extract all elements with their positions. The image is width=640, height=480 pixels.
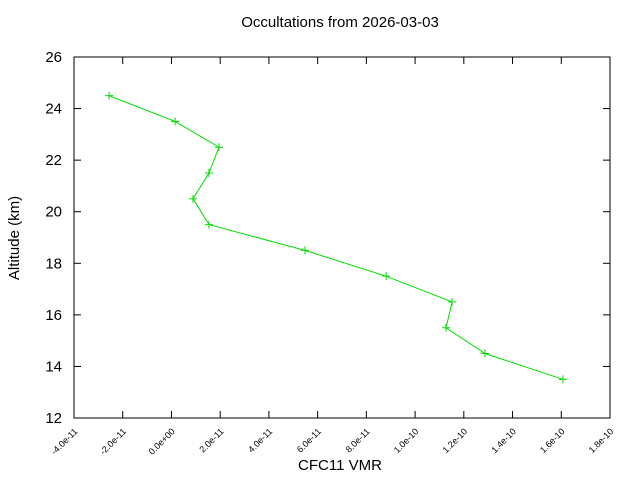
y-tick-label: 14 <box>45 358 62 375</box>
data-point <box>204 169 213 178</box>
chart-title: Occultations from 2026-03-03 <box>241 14 439 31</box>
data-point <box>300 246 309 255</box>
data-line <box>108 95 564 380</box>
data-point <box>171 117 180 126</box>
data-point <box>382 272 391 281</box>
data-point <box>442 323 451 332</box>
plot-border <box>73 56 611 419</box>
data-point <box>481 349 490 358</box>
x-axis-label: CFC11 VMR <box>298 457 382 474</box>
y-tick-label: 16 <box>45 307 62 324</box>
y-axis-label: Altitude (km) <box>6 196 23 280</box>
data-point <box>105 91 114 100</box>
data-point <box>204 220 213 229</box>
data-point <box>558 375 567 384</box>
data-point <box>189 194 198 203</box>
y-tick-label: 18 <box>45 255 62 272</box>
y-tick-label: 26 <box>45 49 62 66</box>
y-tick-label: 24 <box>45 101 62 118</box>
y-tick-label: 12 <box>45 410 62 427</box>
y-tick-label: 20 <box>45 204 62 221</box>
data-point <box>448 297 457 306</box>
y-tick-label: 22 <box>45 152 62 169</box>
data-point <box>214 143 223 152</box>
